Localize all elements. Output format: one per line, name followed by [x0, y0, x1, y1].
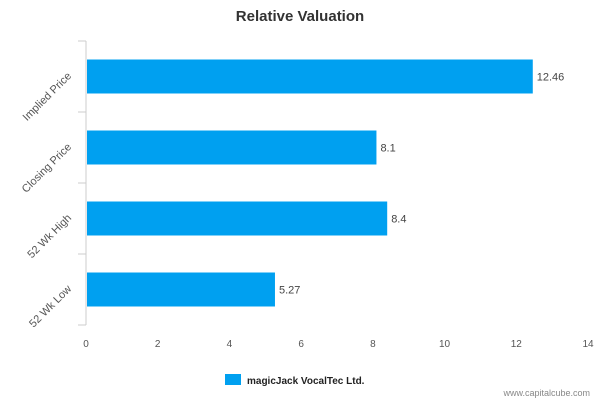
legend: magicJack VocalTec Ltd.	[225, 374, 365, 387]
category-label: Closing Price	[20, 141, 74, 195]
x-tick-label: 6	[298, 339, 304, 350]
category-label: 52 Wk Low	[27, 283, 74, 330]
bar	[87, 130, 377, 165]
credit-text: www.capitalcube.com	[502, 388, 590, 398]
axis-layer	[78, 40, 87, 326]
bar	[87, 59, 533, 94]
bar	[87, 272, 275, 307]
category-label: Implied Price	[21, 70, 74, 123]
data-label: 12.46	[537, 72, 565, 84]
x-tick-label: 0	[83, 339, 89, 350]
data-label: 8.1	[380, 143, 395, 155]
x-tick-label: 10	[439, 339, 451, 350]
x-tick-label: 8	[370, 339, 376, 350]
x-tick-label: 12	[511, 339, 523, 350]
category-label: 52 Wk High	[25, 212, 74, 261]
bars-layer	[87, 59, 533, 307]
chart-title: Relative Valuation	[236, 8, 364, 25]
data-label: 5.27	[279, 285, 300, 297]
bar	[87, 201, 388, 236]
data-label: 8.4	[391, 214, 406, 226]
x-tick-label: 2	[155, 339, 161, 350]
legend-swatch	[225, 374, 241, 385]
x-tick-label: 4	[227, 339, 233, 350]
legend-label: magicJack VocalTec Ltd.	[247, 376, 365, 387]
x-tick-label: 14	[582, 339, 594, 350]
